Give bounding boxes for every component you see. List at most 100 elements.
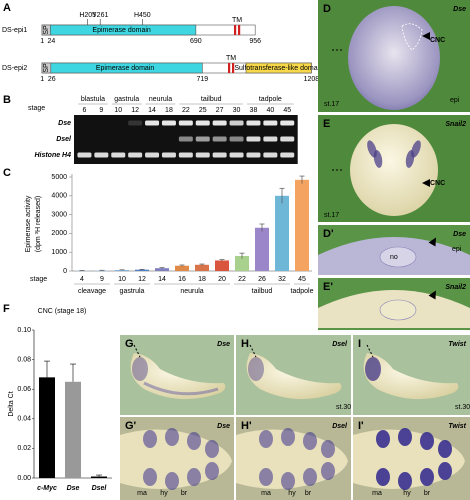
y-tick-label: 0.02 — [17, 445, 31, 452]
panel-label: E' — [323, 281, 333, 293]
stage-number: 45 — [283, 107, 291, 114]
panel-label: G' — [125, 420, 137, 432]
x-tick-label: c-Myc — [37, 485, 57, 492]
stain — [398, 472, 412, 490]
annotation: hy — [160, 490, 168, 497]
gene-label: Twist — [448, 341, 466, 348]
stain — [259, 468, 273, 486]
stain — [259, 430, 273, 448]
annotation: st.30 — [455, 404, 470, 411]
gene-label: Dse — [453, 6, 466, 13]
position-label: 1208 — [304, 76, 320, 83]
y-tick-label: 0.04 — [17, 416, 31, 423]
y-tick-label: 0 — [63, 268, 67, 275]
tm-stripe — [238, 25, 241, 35]
gene-label: Dse — [217, 341, 230, 348]
cnc-outline — [401, 23, 423, 51]
group-name: cleavage — [78, 288, 106, 295]
bar — [195, 264, 209, 271]
bar — [135, 269, 149, 271]
stain — [303, 468, 317, 486]
residue-label: H450 — [134, 12, 151, 19]
annotation: epi — [452, 246, 462, 253]
stage-number: 40 — [266, 107, 274, 114]
stain — [143, 381, 219, 396]
gene-label: Twist — [448, 423, 466, 430]
embryo — [350, 124, 438, 216]
panel-label: D' — [323, 228, 334, 240]
gel-band — [280, 152, 295, 158]
x-tick-label: 9 — [100, 276, 104, 283]
photo-panel — [236, 417, 351, 500]
x-tick-label: 22 — [238, 276, 246, 283]
stain — [438, 440, 452, 458]
bar — [95, 270, 109, 271]
annotation: CNC — [430, 180, 445, 187]
gel-band — [178, 152, 193, 158]
gel-band — [77, 152, 92, 158]
tm-stripe — [228, 63, 231, 73]
stain — [376, 468, 390, 486]
gel-band — [94, 152, 109, 158]
protein-name: DS-epi1 — [2, 27, 27, 34]
bar — [175, 265, 189, 271]
group-name: neurula — [180, 288, 203, 295]
stain — [143, 468, 157, 486]
y-tick-label: 0.00 — [17, 475, 31, 482]
stain — [321, 440, 335, 458]
gel-band — [229, 136, 244, 142]
photo-panel — [120, 335, 234, 415]
gel-band — [128, 120, 143, 126]
photo-panel — [318, 225, 470, 275]
group-name: tailbud — [252, 288, 273, 295]
gel-band — [145, 152, 160, 158]
arrowhead — [422, 179, 430, 187]
gel-band — [229, 120, 244, 126]
position-label: 690 — [190, 38, 202, 45]
bar — [39, 377, 55, 478]
embryo — [348, 6, 440, 110]
gel-band — [178, 136, 193, 142]
position-label: 1 — [40, 38, 44, 45]
stain — [205, 440, 219, 458]
gel-band — [111, 152, 126, 158]
stain — [438, 462, 452, 480]
stain — [420, 432, 434, 450]
sulfotransferase-domain — [245, 62, 312, 74]
gel-band — [246, 120, 261, 126]
sp-label: SP — [43, 25, 50, 35]
y-tick-label: 1000 — [51, 249, 67, 256]
tm-label: TM — [232, 17, 242, 24]
x-tick-label: 12 — [138, 276, 146, 283]
y-tick-label: 0.08 — [17, 356, 31, 363]
gel-band — [229, 152, 244, 158]
gel-band — [128, 152, 143, 158]
gel-band — [280, 120, 295, 126]
position-label: 956 — [249, 38, 261, 45]
arrowhead — [428, 237, 436, 247]
y-axis-label: Delta Ct — [8, 391, 15, 416]
gel-band — [195, 136, 210, 142]
gene-label: Dsel — [332, 423, 348, 430]
gel-band — [212, 136, 227, 142]
gel-band — [263, 120, 278, 126]
stain — [303, 432, 317, 450]
gel-band — [263, 136, 278, 142]
x-tick-label: 20 — [218, 276, 226, 283]
annotation: no — [390, 254, 398, 261]
domain-label: Epimerase domain — [96, 65, 154, 72]
protein-name: DS-epi2 — [2, 65, 27, 72]
arrowhead — [422, 32, 430, 40]
bar — [275, 195, 289, 271]
annotation: br — [305, 490, 312, 497]
stain — [365, 357, 381, 381]
x-tick-label: 32 — [278, 276, 286, 283]
gel-band — [263, 152, 278, 158]
annotation: ma — [372, 490, 382, 497]
bar — [115, 270, 129, 271]
annotation: st.30 — [336, 404, 351, 411]
tm-stripe — [232, 63, 235, 73]
domain-label: Epimerase domain — [92, 27, 150, 34]
group-name: tadpole — [259, 96, 282, 103]
gel-band — [212, 120, 227, 126]
